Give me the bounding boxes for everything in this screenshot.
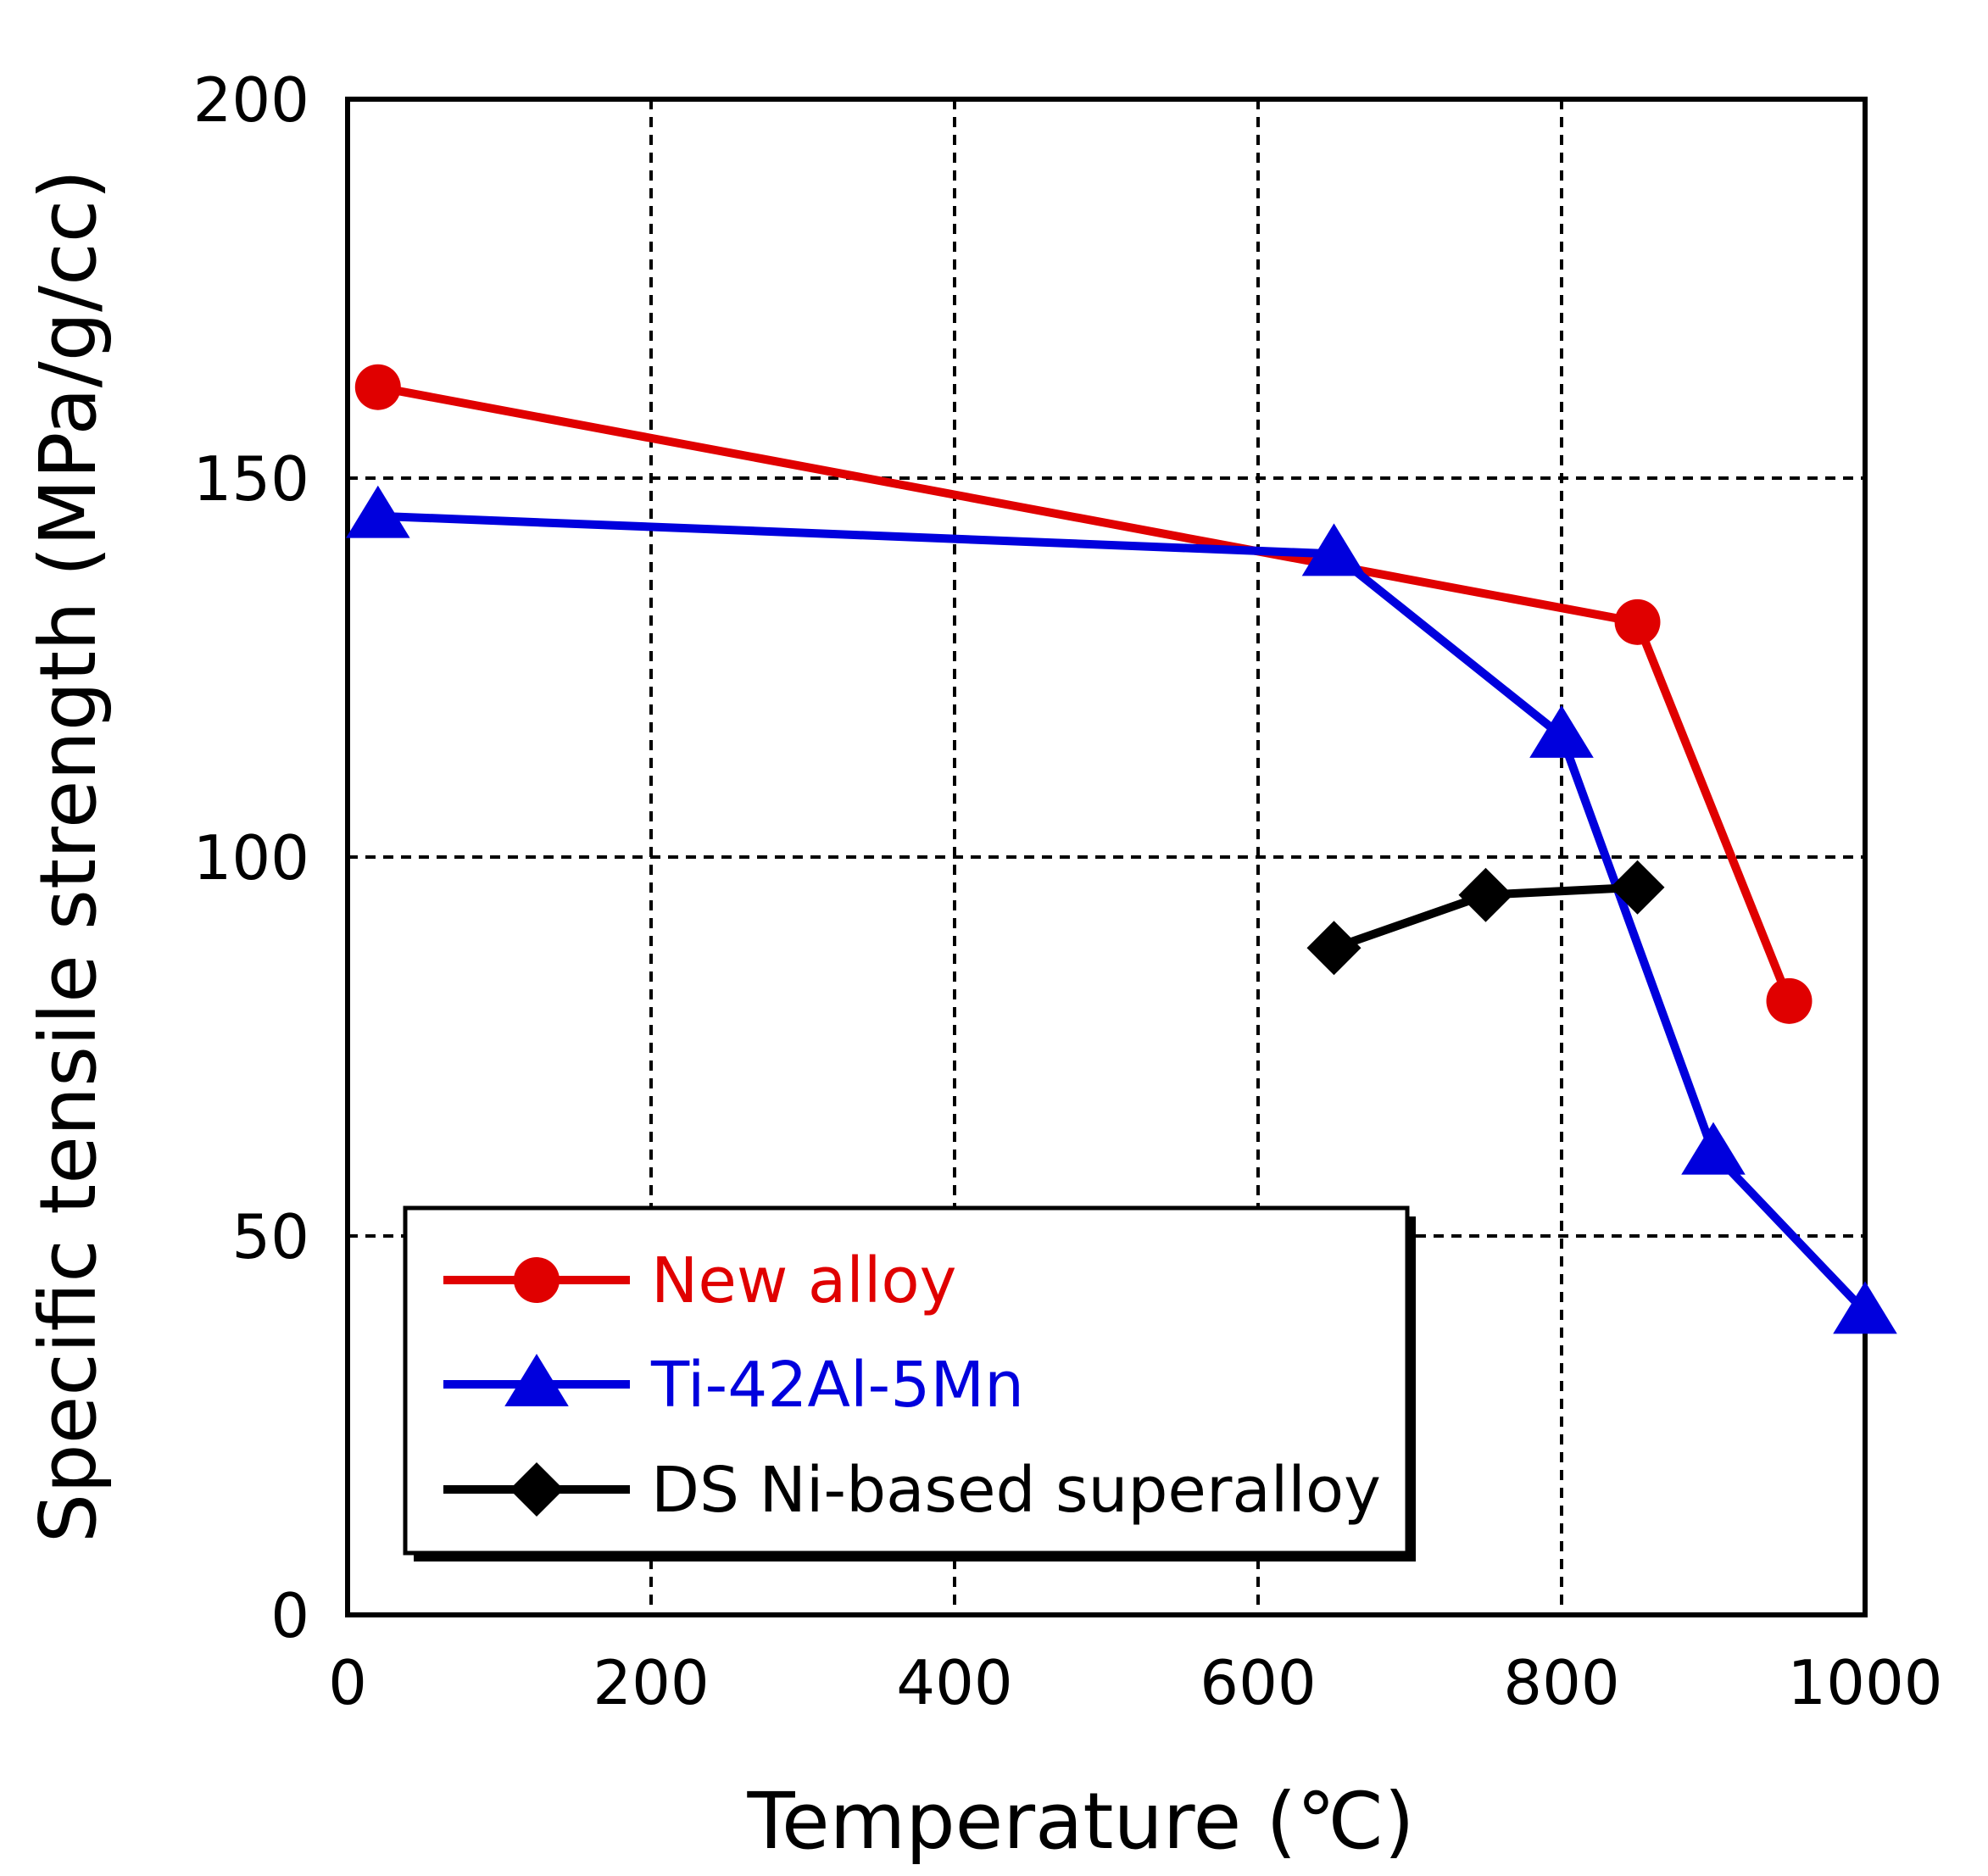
series-layer xyxy=(346,364,1897,1334)
series-0 xyxy=(354,364,1813,1024)
x-axis-ticks: 0 200 400 600 800 1000 xyxy=(328,1647,1943,1718)
gridlines xyxy=(348,99,1865,1615)
x-tick-label-600: 600 xyxy=(1200,1647,1316,1718)
x-tick-label-400: 400 xyxy=(896,1647,1012,1718)
y-axis-ticks: 0 50 100 150 200 xyxy=(193,64,309,1651)
x-tick-label-200: 200 xyxy=(593,1647,709,1718)
series-2-point-2 xyxy=(1610,860,1665,915)
plot-frame xyxy=(345,97,1868,1617)
series-2-point-1 xyxy=(1458,867,1513,922)
y-tick-label-50: 50 xyxy=(231,1201,309,1272)
legend-label-0: New alloy xyxy=(651,1244,956,1317)
legend-label-2: DS Ni-based superalloy xyxy=(651,1454,1381,1527)
series-1-point-1 xyxy=(1301,523,1367,576)
legend-marker-1 xyxy=(504,1354,569,1406)
series-0-point-1 xyxy=(1614,598,1661,645)
x-tick-label-800: 800 xyxy=(1503,1647,1619,1718)
legend-marker-0 xyxy=(514,1257,560,1303)
legend-marker-2 xyxy=(510,1462,564,1517)
legend-label-1: Ti-42Al-5Mn xyxy=(650,1349,1024,1422)
y-tick-label-200: 200 xyxy=(193,64,309,136)
legend: New alloy Ti-42Al-5Mn DS Ni-based superall… xyxy=(403,1205,1416,1561)
x-tick-label-1000: 1000 xyxy=(1787,1647,1942,1718)
series-1-point-4 xyxy=(1833,1281,1897,1334)
x-tick-label-0: 0 xyxy=(328,1647,367,1718)
series-0-point-2 xyxy=(1766,977,1813,1024)
series-1 xyxy=(346,485,1897,1334)
series-2 xyxy=(1306,860,1665,976)
y-tick-label-100: 100 xyxy=(193,822,309,893)
x-axis-title: Temperature (℃) xyxy=(746,1776,1414,1867)
y-tick-label-150: 150 xyxy=(193,443,309,515)
series-1-point-2 xyxy=(1529,704,1594,758)
y-axis-title: Specific tensile strength (MPa/g/cc) xyxy=(23,170,114,1543)
series-1-point-3 xyxy=(1681,1122,1746,1175)
series-2-point-0 xyxy=(1306,921,1362,976)
series-0-point-0 xyxy=(354,364,401,410)
series-1-point-0 xyxy=(346,485,410,538)
y-tick-label-0: 0 xyxy=(270,1580,309,1651)
